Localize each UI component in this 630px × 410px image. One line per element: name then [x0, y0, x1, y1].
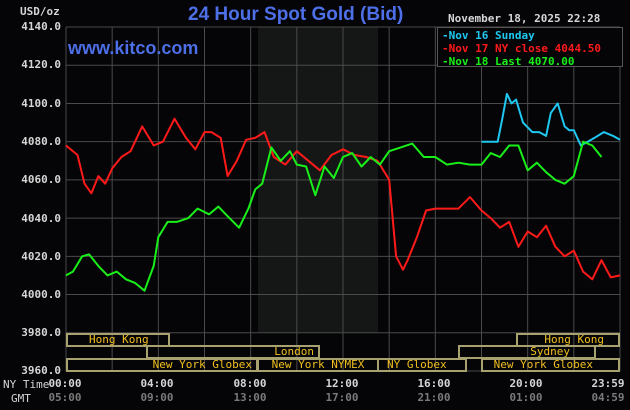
y-tick-label: 3980.0 [21, 326, 61, 339]
x-tick-ny: 20:00 [509, 377, 543, 390]
y-tick-label: 4120.0 [21, 58, 61, 71]
ny-time-label: NY Time [3, 378, 50, 391]
x-tick-gmt: 01:00 [509, 391, 543, 404]
session-hong-kong: Hong Kong [66, 333, 170, 347]
x-tick-ny: 08:00 [233, 377, 267, 390]
x-tick-ny: 23:59 [591, 377, 625, 390]
session-new-york-nymex: New York NYMEX [257, 358, 379, 372]
x-tick-ny: 12:00 [325, 377, 359, 390]
y-tick-label: 4100.0 [21, 97, 61, 110]
y-tick-label: 3960.0 [21, 364, 61, 377]
legend-item-nov17: -Nov 17 NY close 4044.50 [442, 42, 601, 55]
legend-item-nov18: -Nov 18 Last 4070.00 [442, 55, 575, 68]
legend-item-nov16: -Nov 16 Sunday [442, 29, 535, 42]
session-ny-globex: NY Globex [377, 358, 467, 372]
y-tick-label: 4000.0 [21, 288, 61, 301]
y-tick-label: 4140.0 [21, 20, 61, 33]
y-tick-label: 4060.0 [21, 173, 61, 186]
datestamp: November 18, 2025 22:28 [448, 12, 601, 25]
series-line [65, 117, 621, 281]
x-tick-ny: 16:00 [417, 377, 451, 390]
site-watermark: www.kitco.com [68, 38, 199, 58]
session-new-york-globex: New York Globex [66, 358, 258, 372]
series-line [481, 92, 621, 147]
x-tick-gmt: 05:00 [48, 391, 82, 404]
x-tick-ny: 04:00 [140, 377, 174, 390]
x-tick-gmt: 09:00 [140, 391, 174, 404]
x-tick-gmt: 17:00 [325, 391, 359, 404]
chart-title: 24 Hour Spot Gold (Bid) [188, 4, 404, 25]
x-tick-ny: 00:00 [48, 377, 82, 390]
y-tick-label: 4080.0 [21, 135, 61, 148]
session-new-york-globex-2: New York Globex [481, 358, 620, 372]
legend: -Nov 16 Sunday -Nov 17 NY close 4044.50 … [437, 27, 623, 68]
y-tick-label: 4020.0 [21, 250, 61, 263]
y-tick-label: 4040.0 [21, 212, 61, 225]
x-tick-gmt: 13:00 [233, 391, 267, 404]
y-axis-units: USD/oz [20, 5, 60, 18]
series-line [65, 140, 603, 292]
x-tick-gmt: 21:00 [417, 391, 451, 404]
session-london: London [146, 345, 320, 359]
gmt-label: GMT [11, 392, 31, 405]
session-sydney: Sydney [458, 345, 596, 359]
x-tick-gmt: 04:59 [591, 391, 625, 404]
